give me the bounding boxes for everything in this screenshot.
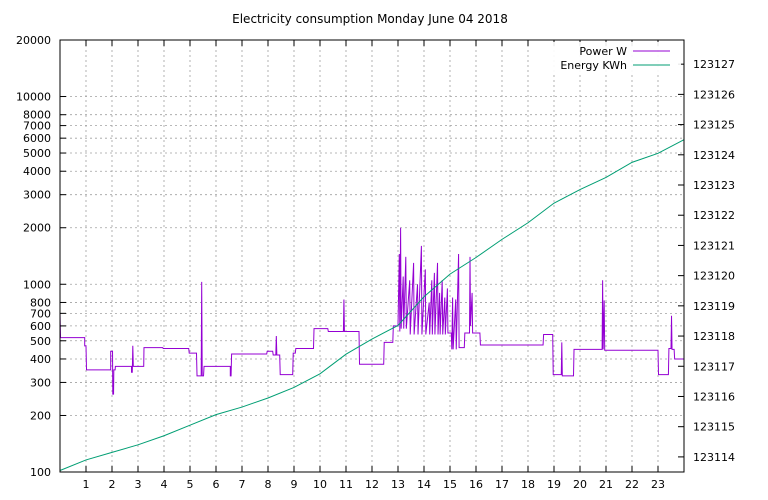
x-tick-label: 17 — [495, 478, 509, 491]
x-tick-label: 13 — [391, 478, 405, 491]
x-tick-label: 19 — [547, 478, 561, 491]
y-tick-label: 4000 — [23, 165, 51, 178]
x-tick-label: 5 — [187, 478, 194, 491]
y-tick-label: 6000 — [23, 132, 51, 145]
x-tick-label: 8 — [265, 478, 272, 491]
y2-tick-label: 123117 — [693, 360, 735, 373]
y-tick-label: 1000 — [23, 278, 51, 291]
x-tick-label: 9 — [291, 478, 298, 491]
x-tick-label: 12 — [365, 478, 379, 491]
x-tick-label: 7 — [239, 478, 246, 491]
y2-tick-label: 123121 — [693, 239, 735, 252]
x-tick-label: 3 — [135, 478, 142, 491]
y2-tick-label: 123126 — [693, 88, 735, 101]
y-tick-label: 200 — [30, 409, 51, 422]
x-tick-label: 21 — [599, 478, 613, 491]
x-tick-label: 18 — [521, 478, 535, 491]
y-tick-label: 3000 — [23, 189, 51, 202]
x-tick-label: 20 — [573, 478, 587, 491]
x-tick-label: 11 — [339, 478, 353, 491]
x-tick-label: 16 — [469, 478, 483, 491]
y-tick-label: 10000 — [16, 91, 51, 104]
y-tick-label: 100 — [30, 466, 51, 479]
y2-tick-label: 123122 — [693, 209, 735, 222]
legend-box — [553, 42, 681, 75]
series-line-power-w — [59, 227, 684, 395]
y2-tick-label: 123120 — [693, 270, 735, 283]
y-tick-label: 300 — [30, 376, 51, 389]
y2-tick-label: 123123 — [693, 179, 735, 192]
legend-label: Power W — [579, 45, 627, 58]
axes: 1 2 3 4 5 6 7 8 9 10 11 12 13 14 15 16 17 18 19 20 21 22 23100… — [16, 34, 735, 491]
y-tick-label: 2000 — [23, 222, 51, 235]
legend-label: Energy KWh — [560, 59, 627, 72]
y-tick-label: 700 — [30, 307, 51, 320]
x-tick-label: 14 — [417, 478, 431, 491]
chart-title: Electricity consumption Monday June 04 2… — [232, 12, 508, 26]
y2-tick-label: 123119 — [693, 300, 735, 313]
series-line-energy-kwh — [59, 139, 685, 471]
y2-tick-label: 123114 — [693, 451, 735, 464]
x-tick-label: 15 — [443, 478, 457, 491]
plot-series — [59, 139, 685, 471]
y-tick-label: 600 — [30, 320, 51, 333]
y2-tick-label: 123115 — [693, 421, 735, 434]
y2-tick-label: 123125 — [693, 119, 735, 132]
x-tick-label: 6 — [213, 478, 220, 491]
y-tick-label: 500 — [30, 335, 51, 348]
x-tick-label: 2 — [109, 478, 116, 491]
y-tick-label: 8000 — [23, 109, 51, 122]
y2-tick-label: 123124 — [693, 149, 735, 162]
x-tick-label: 22 — [625, 478, 639, 491]
x-tick-label: 1 — [83, 478, 90, 491]
y-tick-label: 400 — [30, 353, 51, 366]
y-tick-label: 7000 — [23, 120, 51, 133]
y-tick-label: 20000 — [16, 34, 51, 47]
y2-tick-label: 123127 — [693, 58, 735, 71]
y2-tick-label: 123118 — [693, 330, 735, 343]
y2-tick-label: 123116 — [693, 390, 735, 403]
x-tick-label: 4 — [161, 478, 168, 491]
y-tick-label: 5000 — [23, 147, 51, 160]
x-tick-label: 10 — [313, 478, 327, 491]
x-tick-label: 23 — [651, 478, 665, 491]
y-tick-label: 800 — [30, 296, 51, 309]
grid — [60, 40, 684, 472]
